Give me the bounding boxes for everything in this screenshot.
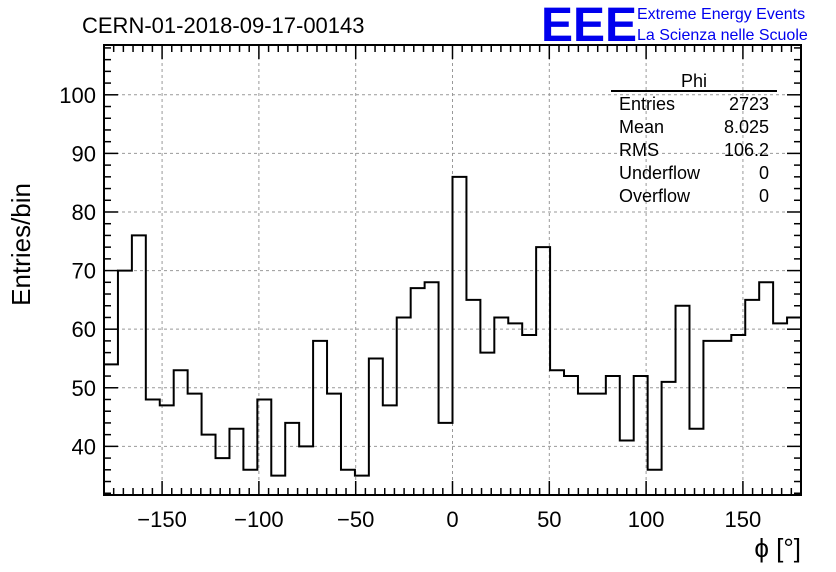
stats-label: Overflow — [619, 186, 691, 206]
histogram-bin — [439, 423, 453, 495]
x-tick-label: 50 — [537, 507, 561, 532]
x-tick-labels: −150 −100 −50 0 50 100 150 — [137, 507, 761, 532]
chart-title: CERN-01-2018-09-17-00143 — [82, 13, 365, 38]
histogram-bin — [132, 235, 146, 495]
stats-value: 0 — [759, 163, 769, 183]
histogram-bin — [229, 429, 243, 495]
stats-label: Entries — [619, 94, 675, 114]
y-tick-label: 60 — [72, 317, 96, 342]
x-tick-label: −100 — [234, 507, 284, 532]
histogram-bin — [592, 394, 606, 495]
stats-box: Phi Entries 2723 Mean 8.025 RMS 106.2 Underflo… — [611, 71, 777, 206]
x-tick-label: 150 — [725, 507, 762, 532]
histogram-outline — [104, 175, 801, 477]
histogram-bin — [522, 335, 536, 495]
stats-value: 8.025 — [724, 117, 769, 137]
x-tick-label: −150 — [137, 507, 187, 532]
histogram-bin — [355, 476, 369, 495]
histogram-bin — [118, 271, 132, 495]
histogram-bin — [369, 358, 383, 495]
stats-value: 2723 — [729, 94, 769, 114]
eee-logo: EEE Extreme Energy Events La Scienza nel… — [541, 0, 808, 52]
histogram-bin — [494, 317, 508, 495]
logo-mark: EEE — [541, 0, 637, 52]
histogram-bin — [634, 376, 648, 495]
histogram-bin — [578, 394, 592, 495]
histogram-bin — [508, 323, 522, 495]
y-axis-label: Entries/bin — [6, 183, 36, 306]
y-tick-label: 70 — [72, 259, 96, 284]
histogram-bin — [243, 470, 257, 495]
stats-title: Phi — [681, 71, 707, 91]
histogram-bin — [550, 370, 564, 495]
histogram-bin — [620, 441, 634, 495]
histogram-bin — [425, 282, 439, 495]
y-tick-label: 80 — [72, 200, 96, 225]
histogram-bin — [202, 435, 216, 495]
y-tick-label: 40 — [72, 434, 96, 459]
stats-value: 0 — [759, 186, 769, 206]
histogram-bin — [146, 399, 160, 495]
stats-value: 106.2 — [724, 140, 769, 160]
histogram-bin — [341, 470, 355, 495]
histogram-bin — [383, 405, 397, 495]
histogram-bin — [703, 341, 717, 495]
y-tick-label: 50 — [72, 376, 96, 401]
histogram-bin — [480, 353, 494, 495]
histogram-bin — [606, 376, 620, 495]
x-tick-label: 0 — [446, 507, 458, 532]
histogram-bin — [676, 306, 690, 495]
histogram-bin — [662, 382, 676, 495]
logo-line-2: La Scienza nelle Scuole — [637, 27, 808, 44]
histogram-bin — [536, 247, 550, 495]
stats-label: Mean — [619, 117, 664, 137]
y-tick-label: 90 — [72, 141, 96, 166]
histogram-bin — [759, 282, 773, 495]
y-tick-label: 100 — [59, 83, 96, 108]
histogram-bin — [257, 399, 271, 495]
histogram-bin — [773, 323, 787, 495]
histogram-bin — [299, 446, 313, 495]
histogram-bin — [787, 317, 801, 495]
histogram-bin — [411, 288, 425, 495]
y-tick-labels: 40 50 60 70 80 90 100 — [59, 83, 96, 460]
histogram-bin — [717, 341, 731, 495]
logo-line-1: Extreme Energy Events — [637, 6, 805, 23]
histogram-bin — [313, 341, 327, 495]
stats-label: Underflow — [619, 163, 701, 183]
axis-ticks — [104, 45, 801, 495]
histogram-bin — [216, 458, 230, 495]
x-axis-label: ϕ [°] — [754, 533, 801, 563]
histogram-bin — [453, 177, 467, 495]
stats-label: RMS — [619, 140, 659, 160]
histogram-bin — [174, 370, 188, 495]
histogram-bin — [648, 470, 662, 495]
histogram-bin — [689, 429, 703, 495]
histogram-bin — [188, 394, 202, 495]
histogram-bin — [327, 394, 341, 495]
histogram-bin — [104, 364, 118, 495]
x-tick-label: −50 — [337, 507, 374, 532]
histogram-bin — [285, 423, 299, 495]
histogram-bin — [564, 376, 578, 495]
histogram-bin — [397, 317, 411, 495]
x-tick-label: 100 — [628, 507, 665, 532]
